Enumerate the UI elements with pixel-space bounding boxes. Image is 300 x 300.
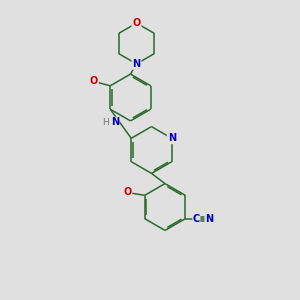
Text: N: N [205,214,213,224]
Text: H: H [102,118,109,127]
Text: O: O [123,187,131,197]
Text: C: C [193,214,200,224]
Text: N: N [168,133,176,143]
Text: N: N [132,59,141,69]
Text: O: O [132,18,141,28]
Text: N: N [111,117,119,127]
Text: O: O [90,76,98,86]
